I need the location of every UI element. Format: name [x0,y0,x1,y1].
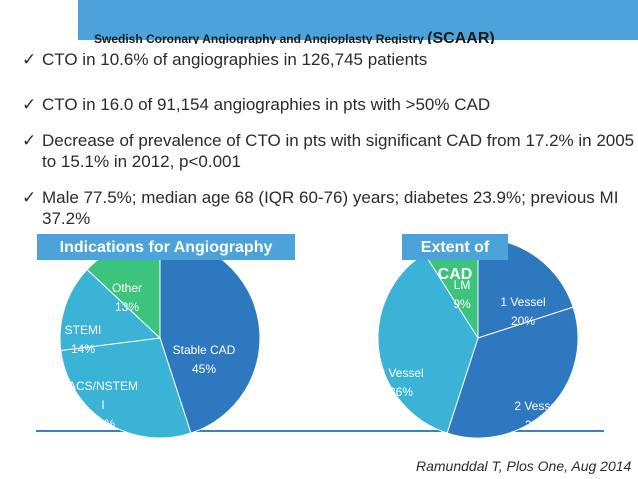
pie-slice-2-vessel [446,306,579,439]
bullet-text: CTO in 16.0 of 91,154 angiographies in p… [42,95,491,114]
chart-title-indications: Indications for Angiography [37,234,295,260]
slice-label: 3 Vessel 36% [378,366,423,399]
bullet-item: ✓ Male 77.5%; median age 68 (IQR 60-76) … [20,187,638,229]
checkmark-icon: ✓ [22,50,37,69]
pie-slice-acs-nstemi [60,337,192,439]
bullet-item: ✓ CTO in 16.0 of 91,154 angiographies in… [20,94,638,115]
baseline-divider [36,430,604,432]
slice-label: STEMI 14% [65,323,102,356]
title-abbreviation: (SCAAR) [427,30,495,47]
slice-label: LM9% [453,278,471,311]
bullet-list: ✓ CTO in 10.6% of angiographies in 126,7… [20,44,636,240]
bullet-item: ✓ CTO in 10.6% of angiographies in 126,7… [20,49,638,70]
slice-label: 2 Vessel 35% [514,399,559,432]
bullet-item: ✓ Decrease of prevalence of CTO in pts w… [20,130,638,172]
bullet-text: Decrease of prevalence of CTO in pts wit… [42,131,635,171]
chart-title-extent: Extent of CAD [402,234,508,283]
bullet-text: Male 77.5%; median age 68 (IQR 60-76) ye… [42,188,619,228]
pie-slice-stemi [59,268,162,352]
citation: Ramunddal T, Plos One, Aug 2014 [416,458,632,474]
pie-slice-3-vessel [377,252,479,434]
slice-label: 1 Vessel 20% [500,295,545,328]
checkmark-icon: ✓ [22,188,37,207]
slice-label: Other 13% [112,281,142,314]
slice-label: Stable CAD 45% [173,343,236,376]
checkmark-icon: ✓ [22,95,37,114]
bullet-text: CTO in 10.6% of angiographies in 126,745… [42,50,428,69]
title-text: Swedish Coronary Angiography and Angiopl… [94,32,424,46]
slice-label: ACS/NSTEM I 28% [68,379,138,431]
checkmark-icon: ✓ [22,131,37,150]
header-bar [78,0,638,40]
pie-chart-indications: Stable CAD 45% ACS/NSTEM I 28% STEMI 14% Other 1… [59,237,261,439]
slide-title: Swedish Coronary Angiography and Angiopl… [94,30,574,48]
